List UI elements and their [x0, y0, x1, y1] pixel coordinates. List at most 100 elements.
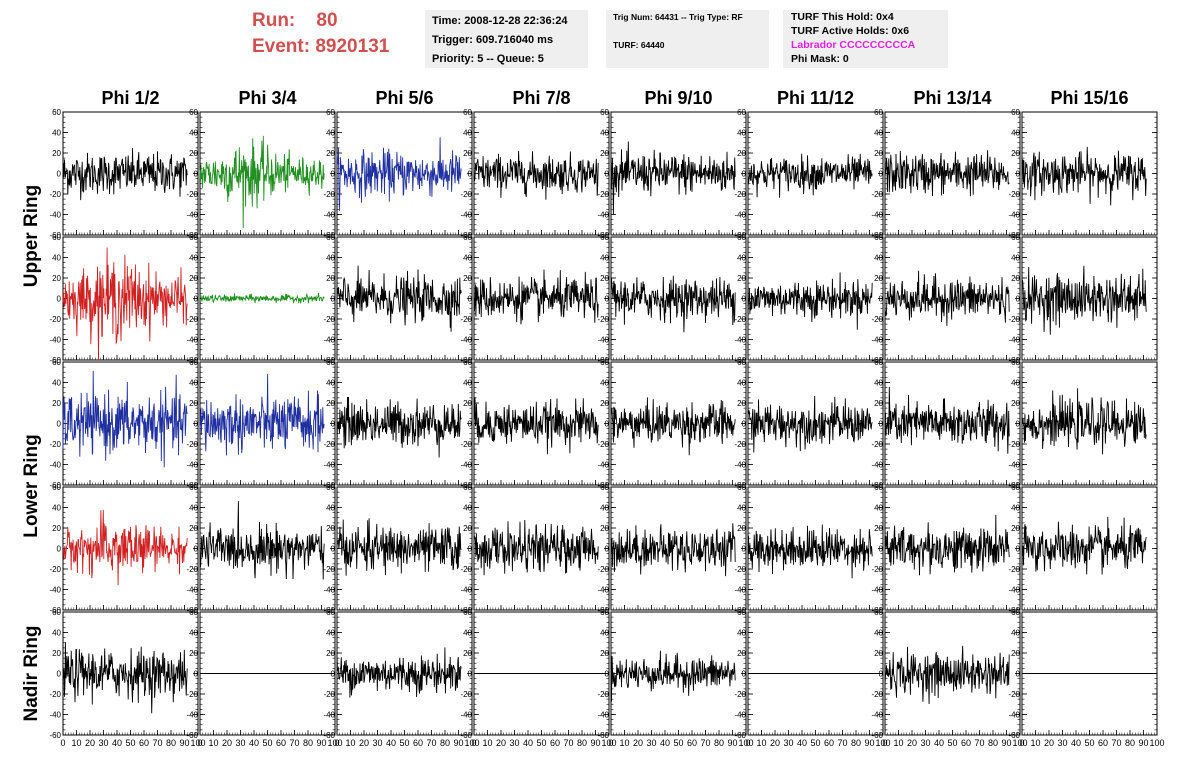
y-tick-label: 0 [879, 170, 884, 179]
x-tick-label: 0 [197, 738, 202, 748]
x-tick-label: 10 [71, 738, 81, 748]
waveform-trace [884, 386, 1010, 454]
waveform-panel: -60 -40 -20 0 20 40 60 [1008, 483, 1158, 615]
y-tick-label: 20 [189, 524, 198, 533]
y-tick-label: 20 [463, 649, 472, 658]
column-title: Phi 3/4 [238, 88, 296, 108]
y-tick-label: -40 [597, 711, 609, 720]
x-tick-label: 20 [496, 738, 506, 748]
waveform-trace [336, 518, 462, 576]
x-tick-label: 20 [85, 738, 95, 748]
row-group-label: Lower Ring [21, 434, 42, 537]
waveform-panel: -60 -40 -20 0 20 40 60 [186, 108, 336, 240]
y-tick-label: 60 [1011, 108, 1020, 117]
y-tick-label: -60 [1008, 606, 1020, 615]
y-tick-label: -20 [323, 690, 335, 699]
y-tick-label: 0 [742, 170, 747, 179]
y-tick-label: 0 [1016, 420, 1021, 429]
y-tick-label: -20 [186, 190, 198, 199]
waveform-trace [747, 395, 873, 453]
y-tick-label: -60 [186, 481, 198, 490]
y-tick-label: -40 [49, 711, 61, 720]
y-tick-label: -60 [49, 481, 61, 490]
y-tick-label: 60 [189, 108, 198, 117]
waveform-trace [610, 275, 736, 333]
y-tick-label: 20 [463, 524, 472, 533]
y-tick-label: 40 [189, 129, 198, 138]
y-tick-label: 40 [52, 129, 61, 138]
y-tick-label: 60 [326, 483, 335, 492]
y-tick-label: -40 [323, 711, 335, 720]
waveform-panel: -60 -40 -20 0 20 40 60 [186, 483, 336, 615]
x-tick-label: 70 [152, 738, 162, 748]
y-tick-label: -40 [871, 586, 883, 595]
waveform-trace [62, 247, 188, 361]
y-tick-label: 40 [1011, 129, 1020, 138]
y-tick-label: 0 [194, 420, 199, 429]
waveform-trace [1021, 146, 1147, 206]
y-tick-label: 60 [326, 233, 335, 242]
y-tick-label: -40 [734, 336, 746, 345]
y-tick-label: -40 [597, 211, 609, 220]
waveform-trace [199, 373, 325, 456]
waveform-trace [884, 270, 1010, 326]
y-tick-label: -60 [49, 731, 61, 740]
time-info-panel: Time: 2008-12-28 22:36:24 Trigger: 609.7… [425, 10, 588, 68]
y-tick-label: -20 [734, 315, 746, 324]
y-tick-label: -40 [734, 461, 746, 470]
y-tick-label: 60 [600, 483, 609, 492]
trig-num-text: Trig Num: 64431 -- Trig Type: RF [613, 12, 743, 22]
y-tick-label: -20 [871, 440, 883, 449]
y-tick-label: 40 [326, 504, 335, 513]
y-tick-label: 60 [463, 483, 472, 492]
y-tick-label: 60 [737, 233, 746, 242]
x-tick-label: 60 [276, 738, 286, 748]
y-tick-label: 40 [874, 254, 883, 263]
y-tick-label: 20 [1011, 149, 1020, 158]
x-tick-label: 10 [208, 738, 218, 748]
run-value: 80 [316, 10, 338, 31]
y-tick-label: 40 [326, 629, 335, 638]
waveform-panel: -60 -40 -20 0 20 40 60 [597, 108, 747, 240]
y-tick-label: -20 [1008, 565, 1020, 574]
waveform-trace [199, 501, 325, 580]
y-tick-label: 40 [737, 379, 746, 388]
y-tick-label: -60 [186, 356, 198, 365]
waveform-panel: -60 -40 -20 0 20 40 60 [1008, 358, 1158, 490]
y-tick-label: 20 [52, 524, 61, 533]
waveform-trace [199, 135, 325, 229]
y-tick-label: 0 [57, 545, 62, 554]
waveform-trace [62, 148, 188, 201]
y-tick-label: 60 [463, 358, 472, 367]
waveform-trace [747, 153, 873, 198]
y-tick-label: 60 [600, 233, 609, 242]
y-tick-label: -40 [871, 211, 883, 220]
y-tick-label: 60 [737, 108, 746, 117]
y-tick-label: -20 [1008, 440, 1020, 449]
y-tick-label: 20 [874, 399, 883, 408]
x-tick-label: 30 [372, 738, 382, 748]
y-tick-label: 60 [52, 233, 61, 242]
y-tick-label: -60 [323, 231, 335, 240]
y-tick-label: -20 [871, 565, 883, 574]
y-tick-label: 60 [52, 358, 61, 367]
y-tick-label: 60 [1011, 358, 1020, 367]
y-tick-label: -20 [49, 315, 61, 324]
waveform-trace [62, 370, 188, 468]
y-tick-label: 40 [463, 379, 472, 388]
y-tick-label: -60 [186, 606, 198, 615]
y-tick-label: -20 [186, 690, 198, 699]
y-tick-label: 40 [52, 629, 61, 638]
waveform-panel: -60 -40 -20 0 20 40 60 [49, 233, 199, 365]
y-tick-label: 40 [1011, 254, 1020, 263]
y-tick-label: -20 [49, 440, 61, 449]
x-tick-label: 100 [327, 738, 342, 748]
y-tick-label: -60 [186, 731, 198, 740]
y-tick-label: 60 [1011, 483, 1020, 492]
y-tick-label: -60 [734, 481, 746, 490]
y-tick-label: -60 [186, 231, 198, 240]
y-tick-label: 60 [326, 108, 335, 117]
waveform-panel: -60 -40 -20 0 20 40 60 [49, 483, 199, 615]
waveform-panel: -60 -40 -20 0 20 40 60 [734, 233, 884, 365]
